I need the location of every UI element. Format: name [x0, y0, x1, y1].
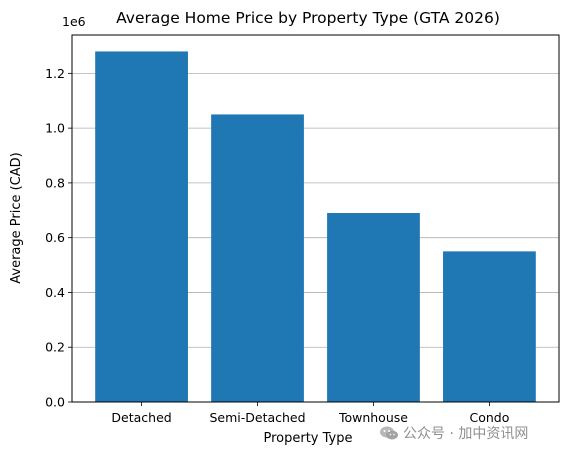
bar-condo	[443, 251, 536, 402]
watermark-text: 公众号 · 加中资讯网	[403, 426, 529, 442]
plot-frame	[71, 34, 560, 403]
y-tick-label: 0.6	[45, 230, 65, 245]
y-tick-label: 0.8	[45, 175, 65, 190]
y-ticks: 0.0 0.2 0.4 0.6 0.8 1.0 1.2	[45, 66, 72, 410]
bar-townhouse	[327, 213, 420, 402]
x-tick-label: Detached	[111, 410, 171, 425]
x-ticks: Detached Semi-Detached Townhouse Condo	[111, 402, 509, 425]
x-tick-label: Semi-Detached	[209, 410, 305, 425]
bars	[95, 51, 536, 403]
bar-detached	[95, 51, 188, 403]
y-tick-label: 0.4	[45, 285, 65, 300]
y-tick-label: 0.0	[45, 395, 65, 410]
y-tick-label: 1.2	[45, 66, 65, 81]
chart-title: Average Home Price by Property Type (GTA…	[116, 9, 500, 27]
wechat-icon	[380, 426, 398, 440]
y-tick-label: 1.0	[45, 121, 65, 136]
x-axis-label: Property Type	[263, 431, 352, 446]
watermark: 公众号 · 加中资讯网	[376, 422, 532, 444]
y-offset-label: 1e6	[62, 14, 86, 29]
y-axis-label: Average Price (CAD)	[9, 152, 24, 284]
y-tick-label: 0.2	[45, 340, 65, 355]
bar-semi-detached	[211, 114, 304, 402]
x-tick-label: Condo	[469, 410, 509, 425]
x-tick-label: Townhouse	[338, 410, 408, 425]
